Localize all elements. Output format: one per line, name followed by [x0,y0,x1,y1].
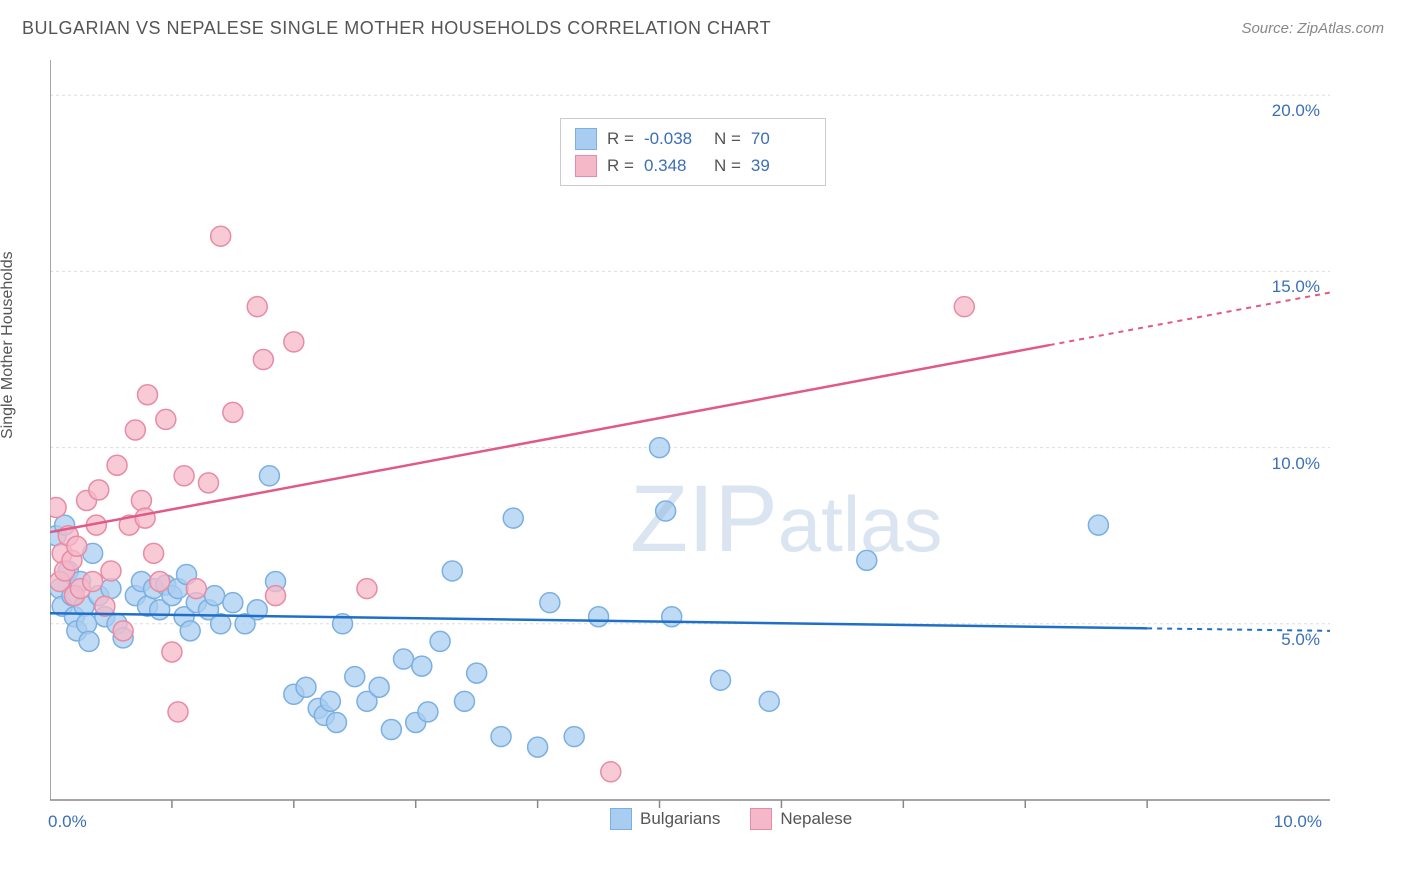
n-value: 70 [751,125,811,152]
n-label: N = [714,152,741,179]
series-label: Bulgarians [640,809,720,829]
y-tick-label: 15.0% [1272,277,1320,297]
x-tick-right: 10.0% [1274,812,1322,832]
correlation-legend-row: R = -0.038 N = 70 [575,125,811,152]
r-label: R = [607,152,634,179]
series-legend-item: Bulgarians [610,808,720,830]
r-value: -0.038 [644,125,704,152]
legend-swatch [750,808,772,830]
n-label: N = [714,125,741,152]
legend-swatch [575,155,597,177]
y-axis-label: Single Mother Households [0,251,17,439]
n-value: 39 [751,152,811,179]
y-tick-label: 5.0% [1281,630,1320,650]
series-legend: Bulgarians Nepalese [610,808,852,830]
x-tick-left: 0.0% [48,812,87,832]
correlation-legend: R = -0.038 N = 70 R = 0.348 N = 39 [560,118,826,186]
source-attribution: Source: ZipAtlas.com [1241,20,1384,37]
correlation-legend-row: R = 0.348 N = 39 [575,152,811,179]
r-value: 0.348 [644,152,704,179]
chart-area: ZIPatlas R =-0.038N =70R =0.348N =39 Bul… [50,60,1330,830]
r-label: R = [607,125,634,152]
legend-swatch [575,128,597,150]
legend-swatch [610,808,632,830]
y-tick-label: 20.0% [1272,101,1320,121]
series-legend-item: Nepalese [750,808,852,830]
series-label: Nepalese [780,809,852,829]
chart-title: BULGARIAN VS NEPALESE SINGLE MOTHER HOUS… [22,18,771,39]
y-tick-label: 10.0% [1272,454,1320,474]
chart-header: BULGARIAN VS NEPALESE SINGLE MOTHER HOUS… [22,18,1384,39]
